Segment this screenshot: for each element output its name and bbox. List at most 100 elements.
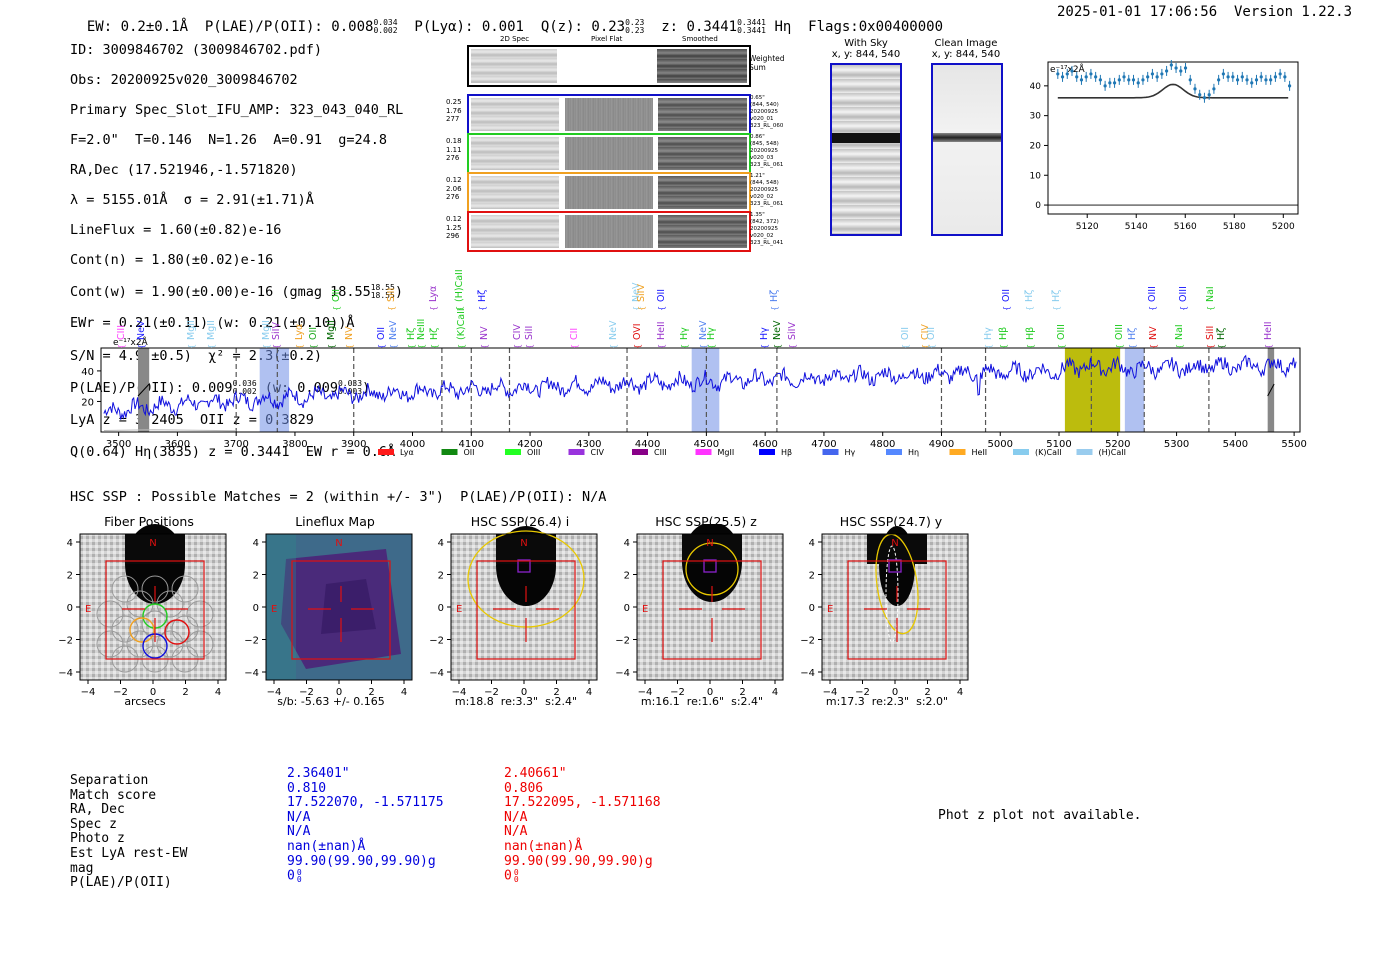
- spectrum-ytick-label: 40: [81, 367, 94, 378]
- hsc-cutout-panel: N E 4 −4 2 −2 0 0 −2 2 −4 4: [429, 526, 598, 698]
- cutout-smoothed: [658, 98, 747, 131]
- svg-text:{: {: [295, 344, 304, 349]
- legend-swatch: [949, 449, 966, 455]
- spectrum-line-label: MgII: [326, 320, 337, 340]
- zoom-data-point: [1089, 72, 1093, 76]
- zoom-data-point: [1269, 78, 1273, 82]
- east-label: E: [456, 604, 462, 615]
- legend-label: HeII: [972, 448, 988, 457]
- legend-label: (K)CaII: [1035, 448, 1062, 457]
- spectrum-xtick-label: 4000: [400, 439, 425, 450]
- svg-text:{: {: [984, 344, 993, 349]
- spectrum-line-label: Hζ: [1051, 290, 1062, 302]
- spectrum-xtick-label: 5100: [1046, 439, 1071, 450]
- cutout-2dspec: [471, 98, 559, 131]
- cutout-stat: 0.18: [446, 137, 462, 145]
- svg-text:{: {: [309, 344, 318, 349]
- match-value: N/A: [504, 824, 528, 840]
- zoom-data-point: [1165, 69, 1169, 73]
- spectrum-line-label: (K)CaII: [456, 308, 467, 340]
- hsc-panel-caption: arcsecs: [124, 695, 166, 708]
- zoom-data-point: [1198, 93, 1202, 97]
- spectrum-line-label: NeIII: [416, 319, 427, 340]
- east-label: E: [827, 604, 833, 615]
- hsc-xtick: −2: [855, 687, 870, 698]
- spectrum-line-label: OII: [900, 327, 911, 340]
- svg-text:{: {: [345, 344, 354, 349]
- hsc-xtick: 2: [553, 687, 559, 698]
- hsc-ytick: 2: [624, 571, 630, 582]
- spectrum-line-label: NV: [344, 326, 355, 340]
- hsc-ytick: 4: [253, 538, 259, 549]
- zoom-data-point: [1060, 75, 1065, 79]
- spectrum-line-label: HeII: [656, 321, 667, 340]
- with-sky-image: [830, 63, 902, 236]
- spectrum-xtick-label: 3700: [223, 439, 248, 450]
- match-2-column: 2.40661" 0.806 17.522095, -1.571168 N/A N/A n…: [504, 766, 661, 884]
- cutout-2dspec: [471, 215, 559, 248]
- cutout-row: [467, 172, 751, 213]
- fiber-circle: [96, 630, 124, 658]
- north-label: N: [520, 538, 527, 549]
- header-line-flags: Hη Flags:0x00400000: [774, 19, 944, 35]
- hsc-ytick: 4: [809, 538, 815, 549]
- hsc-xtick: 0: [150, 687, 156, 698]
- hsc-ytick: −2: [800, 636, 815, 647]
- info-lambda-sigma: λ = 5155.01Å σ = 2.91(±1.71)Å: [70, 192, 314, 208]
- hsc-ytick: −4: [58, 668, 73, 679]
- hsc-xtick: −4: [638, 687, 653, 698]
- fiber-circle: [156, 630, 184, 658]
- cutout-fiber-info: 0.86": [750, 134, 765, 140]
- match-value: 99.90(99.90,99.90)g: [287, 853, 436, 869]
- spectrum-xtick-label: 3600: [165, 439, 190, 450]
- detection-info: ID: 3009846702 (3009846702.pdf) Obs: 202…: [70, 42, 404, 460]
- zoom-ytick-label: 40: [1030, 82, 1041, 92]
- cutout-fiber-info: (844, 540): [750, 102, 779, 108]
- fiber-circle: [96, 600, 124, 628]
- spectrum-line-label: CIV: [920, 324, 931, 340]
- cutout-fiber-info: 323_RL_061: [750, 201, 784, 207]
- svg-text:{: {: [387, 306, 396, 311]
- spectrum-shaded-region: [691, 348, 720, 432]
- cutout-2dspec: [471, 137, 559, 170]
- cutout-fiber-info: (842, 372): [750, 219, 779, 225]
- svg-text:{: {: [999, 344, 1008, 349]
- zoom-data-point: [1240, 75, 1244, 79]
- svg-text:{: {: [272, 344, 281, 349]
- weighted-sum-label: Weighted Sum: [749, 54, 785, 72]
- hsc-ytick: 2: [253, 571, 259, 582]
- zoom-axes-frame: [1047, 61, 1299, 215]
- svg-text:{: {: [480, 344, 489, 349]
- zoom-data-point: [1273, 75, 1278, 79]
- match-row-label: Separation: [70, 773, 149, 788]
- hsc-panels: Fiber Positions N E 4 −4 2 −2 0 0 −2 2 −4 4 arcsecs Li…: [0, 510, 1000, 710]
- zoom-data-point: [1112, 81, 1117, 85]
- spectrum-xtick-label: 5000: [988, 439, 1013, 450]
- svg-text:{: {: [1025, 306, 1034, 311]
- svg-text:{: {: [525, 344, 534, 349]
- cutout-fiber-info: 1.35": [750, 212, 765, 218]
- hsc-panel-caption: m:17.3 re:2.3" s:2.0": [825, 695, 949, 708]
- spectrum-line-label: Hζ: [1216, 328, 1227, 340]
- spectrum-line-label: OII: [308, 327, 319, 340]
- hsc-xtick: 2: [182, 687, 188, 698]
- spectrum-unit-label: e⁻¹⁷x2Å: [113, 336, 149, 348]
- match-value: 17.522070, -1.571175: [287, 795, 444, 811]
- cutout-row-left-stats: 0.12 1.25 296: [446, 215, 462, 241]
- spectrum-line-label: NeV: [388, 320, 399, 340]
- zoom-data-point: [1250, 81, 1254, 85]
- spectrum-ytick-label: 20: [81, 397, 94, 408]
- spectrum-xtick-label: 5400: [1223, 439, 1248, 450]
- legend-swatch: [632, 449, 648, 455]
- hsc-ytick: 0: [809, 603, 815, 614]
- match-value: N/A: [287, 824, 311, 840]
- fiber-circle: [171, 575, 199, 603]
- zoom-xtick-label: 5120: [1076, 222, 1099, 232]
- weighted-smoothed: [657, 49, 747, 83]
- with-sky-label: With Sky: [844, 38, 888, 49]
- spectrum-line-label: OII: [1001, 289, 1012, 302]
- zoom-data-point: [1065, 72, 1069, 76]
- legend-label: Hη: [908, 448, 919, 457]
- hsc-panel-title: Lineflux Map: [295, 514, 375, 529]
